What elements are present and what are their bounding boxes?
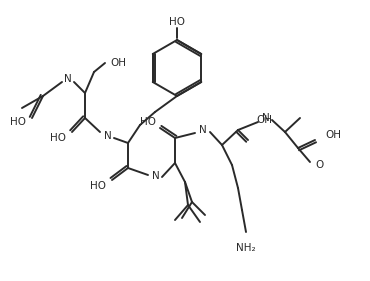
Text: NH₂: NH₂ [236, 243, 256, 253]
Text: O: O [316, 160, 324, 170]
Text: OH: OH [256, 115, 272, 125]
Text: HO: HO [90, 181, 106, 191]
Text: N: N [104, 131, 112, 141]
Text: N: N [152, 171, 160, 181]
Text: HO: HO [169, 17, 185, 27]
Text: N: N [64, 74, 72, 84]
Text: OH: OH [110, 58, 126, 68]
Text: HO: HO [140, 117, 156, 127]
Text: N: N [199, 125, 207, 135]
Text: OH: OH [325, 130, 341, 140]
Text: HO: HO [10, 117, 26, 127]
Text: N: N [262, 113, 270, 123]
Text: HO: HO [50, 133, 66, 143]
